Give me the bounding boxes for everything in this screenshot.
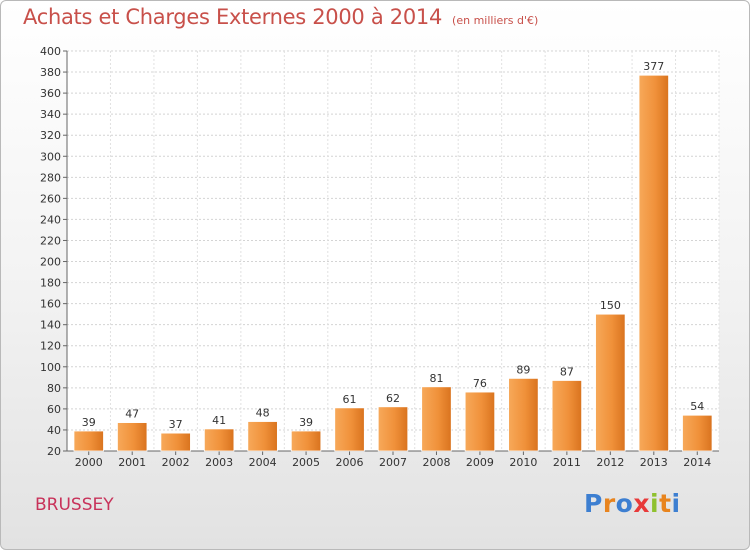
logo-letter: o <box>615 489 634 518</box>
bar <box>117 422 148 452</box>
y-tick-label: 240 <box>40 213 61 226</box>
bar-value-label: 37 <box>169 418 183 431</box>
y-tick-label: 300 <box>40 150 61 163</box>
y-tick-label: 80 <box>47 382 61 395</box>
commune-name: BRUSSEY <box>35 495 114 515</box>
bar <box>638 74 669 452</box>
logo-letter: i <box>650 489 660 518</box>
y-tick-label: 280 <box>40 171 61 184</box>
bar <box>290 430 322 452</box>
y-tick-label: 360 <box>40 87 61 100</box>
x-tick-label: 2011 <box>553 456 581 469</box>
bar-value-label: 48 <box>256 407 270 420</box>
y-tick-label: 20 <box>47 445 61 458</box>
bar-value-label: 87 <box>560 365 574 378</box>
y-tick-label: 260 <box>40 192 61 205</box>
y-tick-label: 400 <box>40 45 61 58</box>
y-tick-label: 180 <box>40 277 61 290</box>
x-tick-label: 2007 <box>379 456 407 469</box>
x-tick-label: 2014 <box>683 456 711 469</box>
y-tick-label: 320 <box>40 129 61 142</box>
bar-value-label: 150 <box>600 299 621 312</box>
bar <box>682 414 713 452</box>
grid-lines <box>66 50 720 452</box>
x-tick-label: 2002 <box>162 456 190 469</box>
x-tick-label: 2010 <box>509 456 537 469</box>
bar <box>508 377 539 452</box>
y-tick-label: 160 <box>40 298 61 311</box>
x-tick-label: 2009 <box>466 456 494 469</box>
labels: 20 40 60 80 100 120 140 160 180 200 220 240 260 280 30… <box>40 45 711 469</box>
logo-letter: t <box>659 489 672 518</box>
x-tick-label: 2001 <box>118 456 146 469</box>
bar-value-label: 39 <box>82 416 96 429</box>
bar <box>595 313 626 452</box>
x-tick-label: 2006 <box>336 456 364 469</box>
bar-value-label: 62 <box>386 392 400 405</box>
chart-title: Achats et Charges Externes 2000 à 2014 <box>23 5 443 29</box>
bar-value-label: 54 <box>690 400 704 413</box>
bars <box>73 74 713 452</box>
logo-letter: i <box>671 489 681 518</box>
x-tick-label: 2004 <box>249 456 277 469</box>
title-row: Achats et Charges Externes 2000 à 2014 (e… <box>23 5 538 29</box>
y-tick-label: 380 <box>40 66 61 79</box>
bar-value-label: 39 <box>299 416 313 429</box>
x-tick-label: 2000 <box>75 456 103 469</box>
x-tick-label: 2003 <box>205 456 233 469</box>
bar <box>464 391 496 452</box>
y-tick-label: 340 <box>40 108 61 121</box>
proxiti-logo[interactable]: Proxiti <box>584 489 681 518</box>
x-tick-label: 2005 <box>292 456 320 469</box>
bar <box>203 428 235 452</box>
chart-subtitle: (en milliers d'€) <box>452 14 539 27</box>
y-tick-label: 220 <box>40 234 61 247</box>
bar-value-label: 41 <box>212 414 226 427</box>
x-tick-label: 2012 <box>596 456 624 469</box>
y-tick-label: 140 <box>40 319 61 332</box>
y-tick-label: 40 <box>47 424 61 437</box>
bar-value-label: 76 <box>473 377 487 390</box>
bar <box>73 430 104 452</box>
logo-letter: x <box>633 489 650 518</box>
logo-letter: P <box>584 489 603 518</box>
bar-value-label: 61 <box>343 393 357 406</box>
x-tick-label: 2008 <box>422 456 450 469</box>
y-tick-label: 100 <box>40 361 61 374</box>
bar <box>334 407 365 452</box>
y-tick-label: 60 <box>47 403 61 416</box>
y-tick-label: 120 <box>40 340 61 353</box>
bar <box>160 432 191 452</box>
y-tick-label: 200 <box>40 256 61 269</box>
bar-value-label: 89 <box>516 363 530 376</box>
bar <box>247 421 278 452</box>
logo-letter: r <box>602 489 616 518</box>
bar <box>551 380 583 452</box>
bar-value-label: 81 <box>429 372 443 385</box>
bar <box>377 406 409 452</box>
bar-value-label: 377 <box>643 60 664 73</box>
bar-value-label: 47 <box>125 408 139 421</box>
bar <box>421 386 452 452</box>
x-tick-label: 2013 <box>640 456 668 469</box>
